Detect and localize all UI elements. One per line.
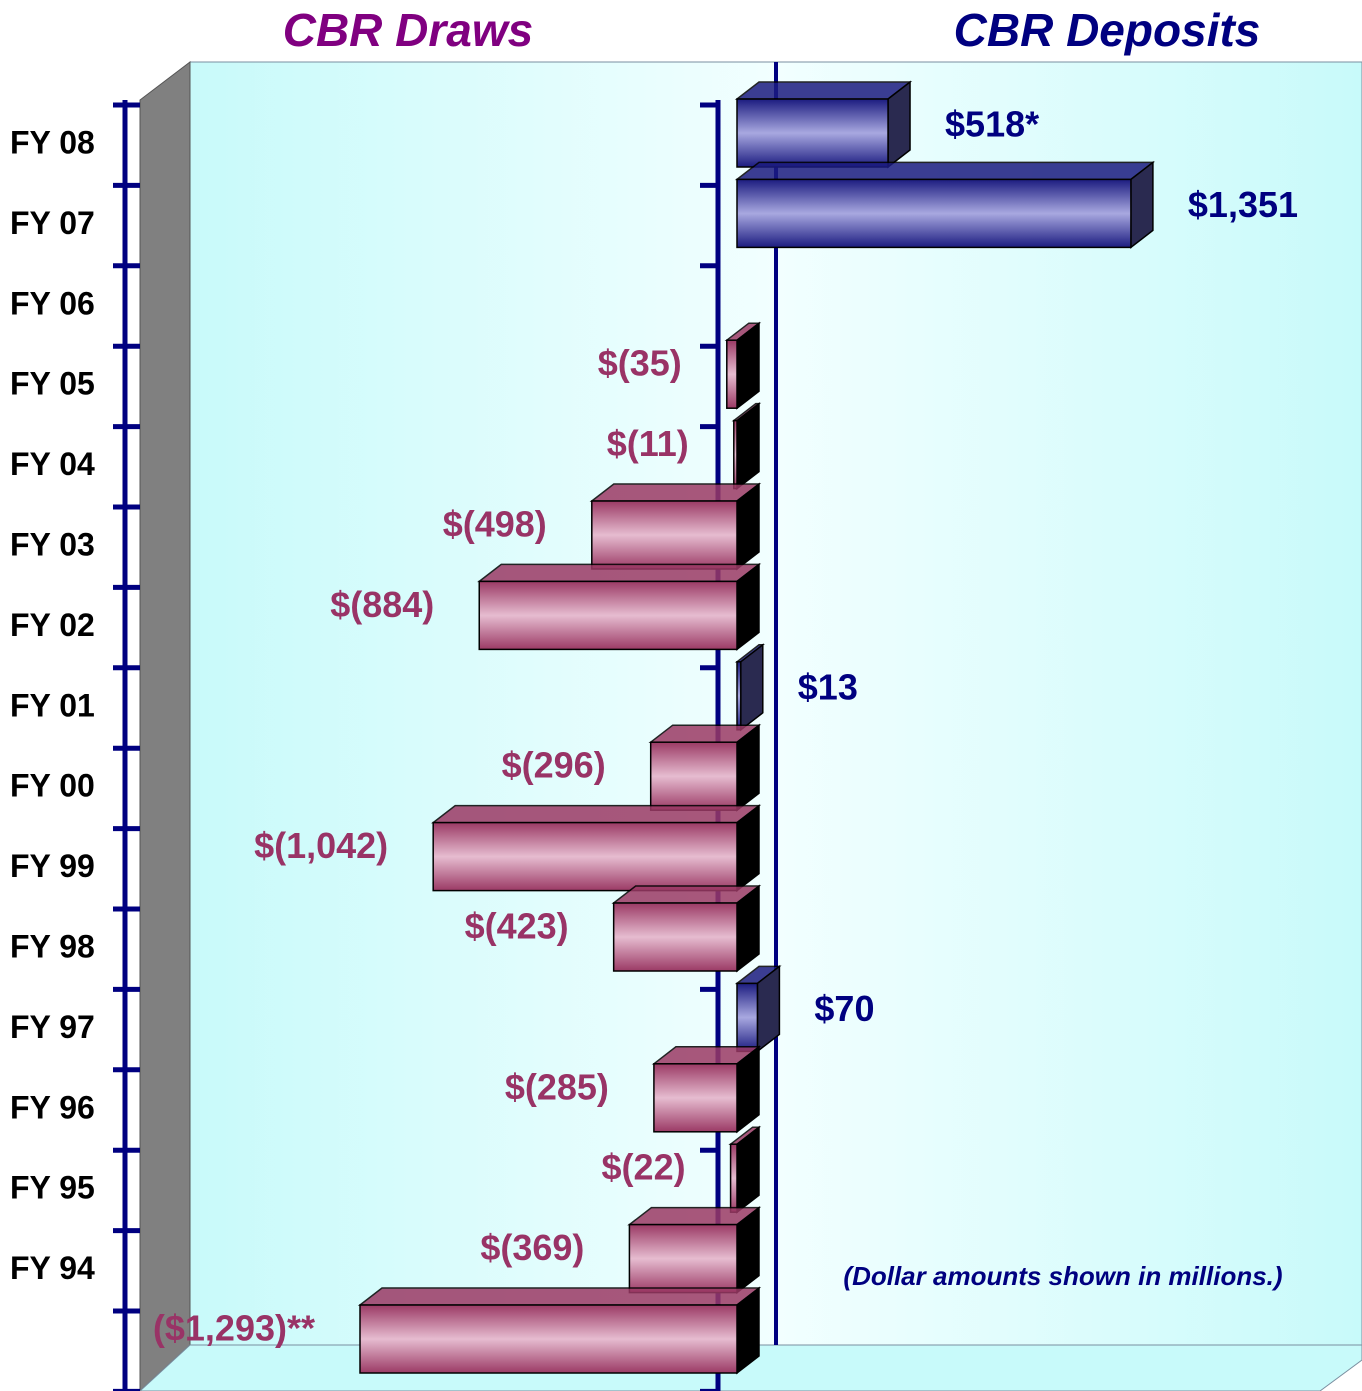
bar-face — [628, 1223, 738, 1294]
bar — [430, 804, 762, 893]
y-tick-label: FY 03 — [10, 526, 95, 562]
value-label: $(11) — [607, 423, 689, 464]
value-label: $(498) — [443, 504, 547, 545]
bar-face — [733, 419, 738, 490]
bar-face — [653, 1063, 738, 1133]
y-tick-label: FY 94 — [10, 1250, 95, 1286]
y-tick-label: FY 08 — [10, 124, 95, 160]
value-label: $(35) — [598, 343, 682, 384]
value-label: $70 — [814, 988, 874, 1029]
y-tick-label: FY 00 — [10, 768, 95, 804]
bar — [728, 1125, 762, 1214]
note: (Dollar amounts shown in millions.) — [843, 1261, 1282, 1291]
y-tick-label: FY 04 — [10, 446, 95, 482]
bar — [357, 1286, 762, 1375]
bar-face — [736, 982, 759, 1053]
y-tick-label: FY 95 — [10, 1170, 95, 1206]
bar-face — [649, 741, 738, 811]
side-wall — [139, 60, 191, 1391]
y-tick-label: FY 97 — [10, 1009, 95, 1045]
value-label: $(296) — [502, 745, 606, 786]
y-tick-label: FY 99 — [10, 848, 95, 884]
y-tick-label: FY 02 — [10, 607, 95, 643]
bar — [724, 321, 762, 410]
bar-face — [359, 1304, 738, 1374]
bar-face — [736, 178, 1132, 249]
y-tick-label: FY 06 — [10, 285, 95, 321]
bar — [734, 80, 913, 169]
y-tick-label: FY 98 — [10, 928, 95, 964]
value-label: $(423) — [465, 906, 569, 947]
bar — [611, 884, 762, 973]
y-tick-label: FY 07 — [10, 205, 95, 241]
y-tick-label: FY 01 — [10, 687, 95, 723]
bar-face — [589, 483, 762, 502]
bar-face — [612, 902, 738, 972]
bar-face — [477, 563, 762, 583]
bar-face — [734, 81, 913, 100]
right-title: CBR Deposits — [954, 4, 1261, 56]
bar — [477, 562, 762, 651]
value-label: $(884) — [330, 584, 434, 625]
value-label: $(1,042) — [254, 825, 388, 866]
value-label: $(22) — [602, 1147, 686, 1188]
value-label: $518* — [945, 104, 1039, 145]
y-tick-label: FY 96 — [10, 1089, 95, 1125]
bar-face — [611, 885, 762, 904]
bar-face — [736, 661, 742, 731]
value-label: $1,351 — [1188, 184, 1298, 225]
bar-face — [726, 339, 738, 409]
bar-face — [432, 821, 738, 892]
bar — [589, 482, 762, 571]
value-label: $(285) — [505, 1066, 609, 1107]
bar — [734, 643, 765, 732]
bar-face — [357, 1287, 762, 1306]
y-tick-label: FY 05 — [10, 366, 95, 402]
value-label: $(369) — [480, 1227, 584, 1268]
bar-face — [729, 1143, 738, 1213]
bar-face — [591, 500, 738, 570]
bar-face — [478, 580, 738, 651]
bar — [651, 1045, 762, 1134]
bar-face — [430, 804, 762, 824]
bar — [648, 723, 762, 812]
left-title: CBR Draws — [283, 4, 534, 56]
bar-face — [734, 161, 1156, 181]
bar — [627, 1206, 762, 1295]
bar — [734, 160, 1156, 249]
value-label: $13 — [798, 666, 858, 707]
value-label: ($1,293)** — [153, 1308, 315, 1349]
bar — [731, 402, 762, 491]
bar-face — [736, 98, 889, 168]
bar — [734, 964, 782, 1053]
